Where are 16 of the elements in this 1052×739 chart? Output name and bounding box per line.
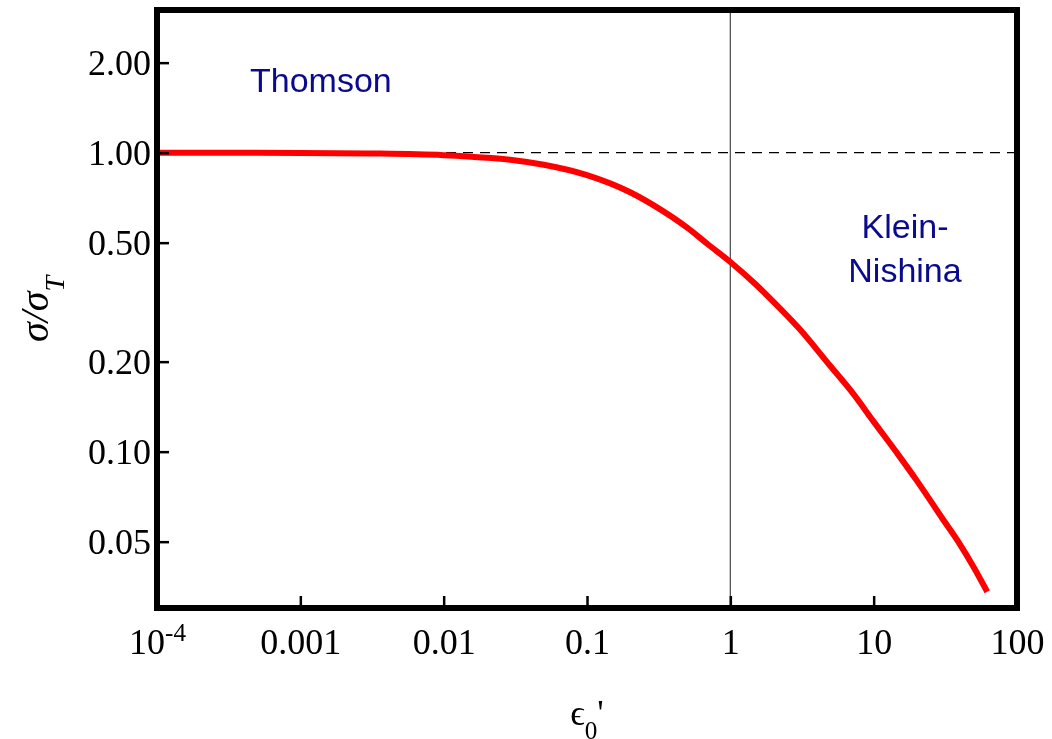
y-tick-label: 1.00: [88, 132, 151, 173]
y-tick-label: 0.20: [88, 341, 151, 382]
x-tick-label: 0.01: [412, 621, 476, 662]
y-tick-label: 2.00: [88, 42, 151, 83]
x-tick-label: 0.001: [260, 621, 342, 662]
annotation: Klein- Nishina: [848, 207, 962, 289]
x-tick-label: 0.1: [565, 621, 610, 662]
x-axis-title: ϵ$_{0}$': [570, 693, 604, 739]
annotation: Thomson: [250, 61, 392, 99]
y-tick-label: 0.05: [88, 521, 151, 562]
x-tick-label: 10: [856, 621, 893, 662]
x-tick-label: 10$^{-4}$: [129, 618, 187, 662]
x-tick-label: 100: [990, 621, 1045, 662]
y-tick-label: 0.10: [88, 431, 151, 472]
y-tick-label: 0.50: [88, 222, 151, 263]
x-tick-label: 1: [721, 621, 740, 662]
